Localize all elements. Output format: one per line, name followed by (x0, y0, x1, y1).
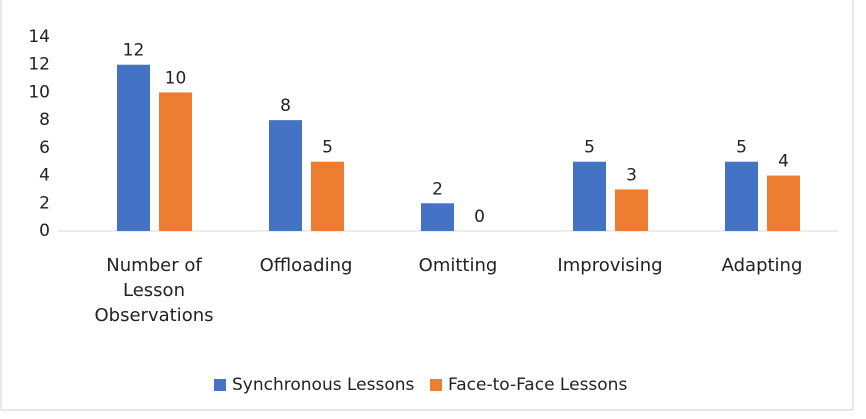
bar (421, 203, 454, 231)
y-tick-label: 10 (28, 82, 50, 102)
bar (573, 161, 606, 231)
value-label: 3 (626, 165, 637, 185)
bar (117, 64, 150, 231)
y-tick-label: 0 (39, 221, 50, 241)
bar (767, 175, 800, 231)
x-tick-label: Offloading (259, 255, 353, 276)
y-tick-label: 12 (28, 55, 50, 75)
bar (615, 189, 648, 231)
y-tick-label: 2 (39, 193, 50, 213)
value-label: 2 (432, 179, 443, 199)
y-tick-label: 14 (28, 27, 50, 47)
x-tick-label: Number of Lesson Observations (94, 255, 214, 326)
value-label: 8 (280, 96, 291, 116)
value-label: 5 (584, 138, 595, 158)
y-tick-label: 6 (39, 138, 50, 158)
value-label: 5 (736, 138, 747, 158)
bar (269, 120, 302, 231)
bar (159, 92, 192, 231)
y-tick-label: 8 (39, 110, 50, 130)
x-tick-label: Omitting (418, 255, 498, 276)
x-tick-label: Improvising (557, 255, 663, 276)
legend-swatch (430, 379, 442, 391)
value-label: 10 (165, 68, 187, 88)
legend-label: Synchronous Lessons (232, 375, 414, 395)
x-tick-label: Adapting (721, 255, 803, 276)
value-label: 12 (123, 41, 145, 61)
bar (725, 161, 758, 231)
legend-label: Face-to-Face Lessons (448, 375, 627, 395)
chart-border (0, 0, 854, 411)
legend-swatch (214, 379, 226, 391)
bar (311, 161, 344, 231)
y-tick-label: 4 (39, 166, 50, 186)
value-label: 0 (474, 207, 485, 227)
value-label: 5 (322, 138, 333, 158)
value-label: 4 (778, 152, 789, 172)
